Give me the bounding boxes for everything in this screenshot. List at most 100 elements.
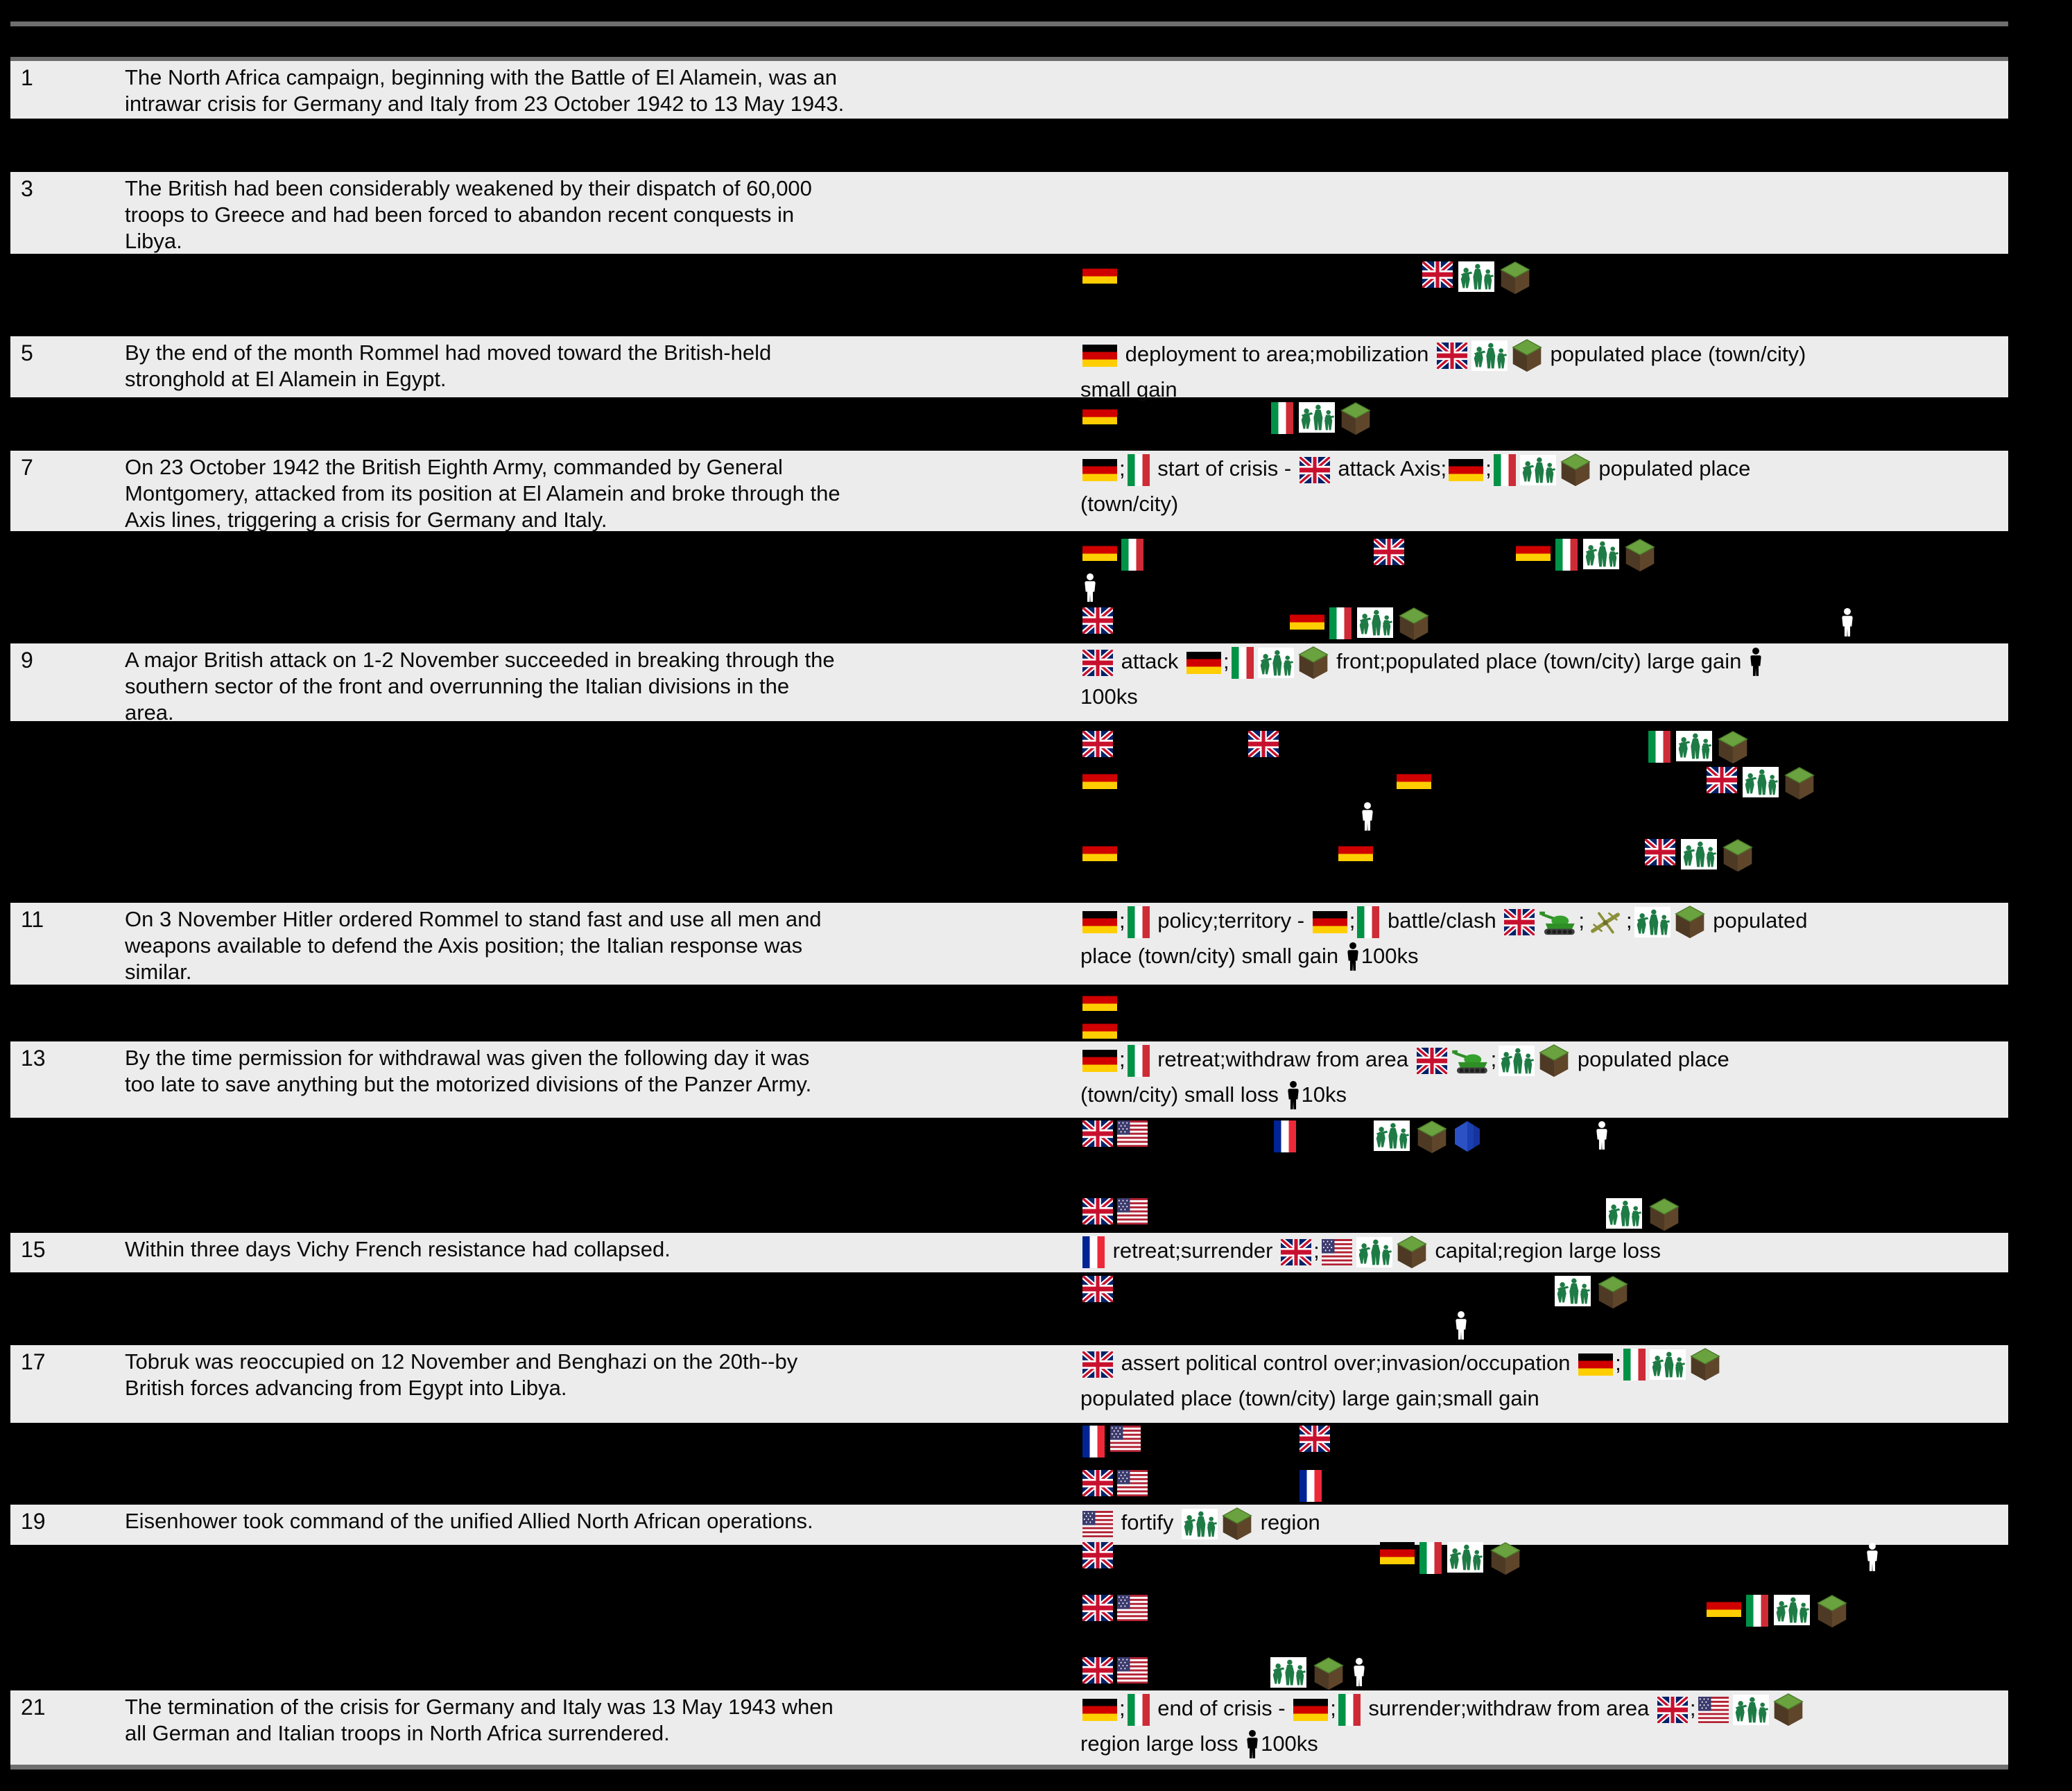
statement-text-line: troops to Greece and had been forced to …: [125, 202, 795, 227]
annotation-text: ;: [1349, 908, 1356, 933]
flag-us-icon: [1117, 1657, 1148, 1684]
soldiers-icon: [1299, 402, 1335, 433]
flag-it-icon: [1127, 1044, 1150, 1077]
grass-icon: [1689, 1347, 1720, 1381]
flag-gb-icon: [1082, 1470, 1113, 1496]
event-annotation: ; policy;territory - ; battle/clash ;; p…: [1080, 903, 2004, 974]
flag-it-icon: [1648, 731, 1670, 763]
annotation-text: 100ks: [1080, 684, 1138, 709]
flag-de-icon: [1186, 651, 1221, 674]
grass-icon: [1490, 1542, 1521, 1575]
statement-text-line: The termination of the crisis for German…: [125, 1695, 834, 1719]
grass-icon: [1222, 1507, 1252, 1541]
annotation-text: (town/city) small loss: [1080, 1082, 1285, 1107]
statement-row-7: 7 On 23 October 1942 the British Eighth A…: [10, 451, 2008, 532]
statement-row-11: 11 On 3 November Hitler ordered Rommel to…: [10, 903, 2008, 985]
annotation-text: attack: [1115, 649, 1184, 673]
grass-icon: [1784, 767, 1815, 800]
annotation-text: ;: [1119, 1696, 1125, 1720]
grass-icon: [1539, 1044, 1570, 1078]
flag-de-icon: [1082, 458, 1117, 481]
event-annotation: retreat;surrender ; capital;region large…: [1080, 1234, 2004, 1269]
flag-gb-icon: [1299, 456, 1330, 483]
row-number: 9: [21, 648, 33, 673]
statement-row-9: 9 A major British attack on 1-2 November …: [10, 643, 2008, 725]
statement-text-line: The British had been considerably weaken…: [125, 176, 812, 200]
event-annotation: fortify region: [1080, 1505, 2004, 1541]
person-icon: [1353, 1657, 1365, 1689]
annotation-text: policy;territory -: [1151, 908, 1311, 933]
statement-text-line: By the time permission for withdrawal wa…: [125, 1046, 810, 1070]
flag-gb-icon: [1082, 731, 1113, 757]
flag-us-icon: [1698, 1696, 1729, 1723]
flag-gb-icon: [1657, 1696, 1688, 1723]
statement-text-line: Within three days Vichy French resistanc…: [125, 1237, 671, 1261]
statement-text-line: On 3 November Hitler ordered Rommel to s…: [125, 907, 822, 931]
tank-icon: [1539, 908, 1576, 937]
annotation-text: attack Axis;: [1331, 456, 1447, 481]
flag-de-icon: [1082, 539, 1117, 561]
statement-text-line: weapons available to defend the Axis pos…: [125, 933, 803, 958]
soldiers-icon: [1649, 1349, 1686, 1380]
annotation-text: battle/clash: [1381, 908, 1503, 933]
row-number: 1: [21, 65, 33, 90]
flag-it-icon: [1329, 607, 1352, 639]
flag-it-icon: [1231, 646, 1254, 679]
statement-text: By the time permission for withdrawal wa…: [125, 1045, 1071, 1098]
tank-icon: [1451, 1046, 1489, 1075]
flag-it-icon: [1127, 906, 1150, 938]
soldiers-icon: [1357, 607, 1393, 638]
grass-icon: [1817, 1595, 1847, 1628]
soldiers-icon: [1732, 1694, 1769, 1725]
grass-icon: [1625, 539, 1655, 572]
flag-gb-icon: [1082, 1657, 1113, 1684]
event-annotation: attack ; front;populated place (town/cit…: [1080, 644, 2004, 714]
person-icon: [1841, 607, 1854, 639]
statement-text-line: Axis lines, triggering a crisis for Germ…: [125, 508, 607, 532]
annotation-text: populated: [1707, 908, 1808, 933]
annotation-text: ;: [1119, 1047, 1125, 1071]
row-number: 17: [21, 1349, 46, 1374]
flag-de-icon: [1082, 910, 1117, 933]
statement-text-line: stronghold at El Alamein in Egypt.: [125, 367, 447, 391]
grass-icon: [1772, 1693, 1804, 1727]
statement-text-line: area.: [125, 700, 174, 725]
flag-fr-icon: [1082, 1236, 1105, 1268]
flag-gb-icon: [1645, 839, 1675, 865]
soldiers-icon: [1499, 1045, 1535, 1076]
flag-de-icon: [1293, 1698, 1329, 1721]
flag-it-icon: [1746, 1595, 1768, 1627]
annotation-text: 10ks: [1301, 1082, 1347, 1107]
grass-icon: [1560, 453, 1591, 487]
flag-de-icon: [1082, 767, 1117, 789]
statement-text: The termination of the crisis for German…: [125, 1694, 1071, 1747]
annotation-text: ;: [1119, 908, 1125, 933]
statement-text: Within three days Vichy French resistanc…: [125, 1236, 1071, 1263]
person-icon: [1866, 1542, 1879, 1574]
flag-gb-icon: [1082, 1351, 1113, 1378]
flag-de-icon: [1449, 458, 1484, 481]
flag-gb-icon: [1082, 1595, 1113, 1621]
annotation-text: front;populated place (town/city) large …: [1330, 649, 1747, 673]
row-number: 3: [21, 176, 33, 201]
person-icon: [1246, 1729, 1259, 1761]
annotation-text: 100ks: [1261, 1731, 1318, 1756]
flag-it-icon: [1623, 1348, 1646, 1381]
grass-icon: [1396, 1235, 1427, 1269]
statement-text-line: On 23 October 1942 the British Eighth Ar…: [125, 455, 783, 479]
grass-icon: [1649, 1198, 1680, 1231]
statement-text-line: similar.: [125, 960, 192, 984]
flag-it-icon: [1127, 1693, 1150, 1726]
annotation-text: ;: [1330, 1696, 1336, 1720]
flag-it-icon: [1419, 1542, 1442, 1574]
grass-icon: [1297, 646, 1329, 680]
grass-icon: [1500, 261, 1530, 295]
statement-text: Tobruk was reoccupied on 12 November and…: [125, 1349, 1071, 1401]
soldiers-icon: [1471, 340, 1508, 371]
person-icon: [1361, 802, 1374, 833]
annotation-text: ;: [1485, 456, 1492, 481]
annotation-text: populated place: [1592, 456, 1751, 481]
soldiers-icon: [1743, 767, 1779, 797]
flag-us-icon: [1117, 1121, 1148, 1147]
